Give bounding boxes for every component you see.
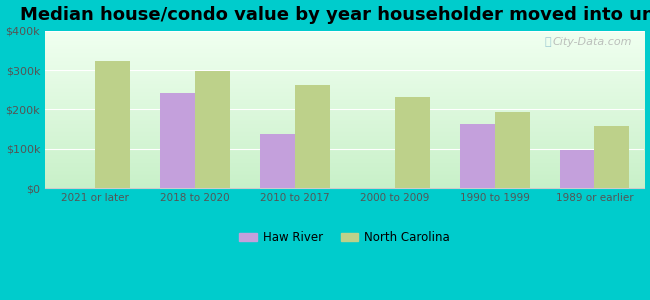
Bar — [460, 124, 495, 188]
Bar — [295, 85, 330, 188]
Bar — [460, 124, 495, 188]
Bar — [595, 126, 629, 188]
Bar — [195, 71, 230, 188]
Bar — [560, 150, 595, 188]
Bar — [295, 85, 330, 188]
Bar — [595, 126, 629, 188]
Bar — [95, 61, 130, 188]
Bar — [560, 150, 595, 188]
Bar — [260, 134, 295, 188]
Bar — [395, 97, 430, 188]
Bar — [495, 112, 530, 188]
Bar — [195, 71, 230, 188]
Text: City-Data.com: City-Data.com — [553, 37, 632, 47]
Bar — [260, 134, 295, 188]
Legend: Haw River, North Carolina: Haw River, North Carolina — [235, 226, 455, 249]
Bar — [495, 112, 530, 188]
Text: ⓘ: ⓘ — [545, 37, 552, 47]
Bar — [160, 93, 195, 188]
Bar — [395, 97, 430, 188]
Bar — [95, 61, 130, 188]
Bar — [160, 93, 195, 188]
Title: Median house/condo value by year householder moved into unit: Median house/condo value by year househo… — [20, 6, 650, 24]
